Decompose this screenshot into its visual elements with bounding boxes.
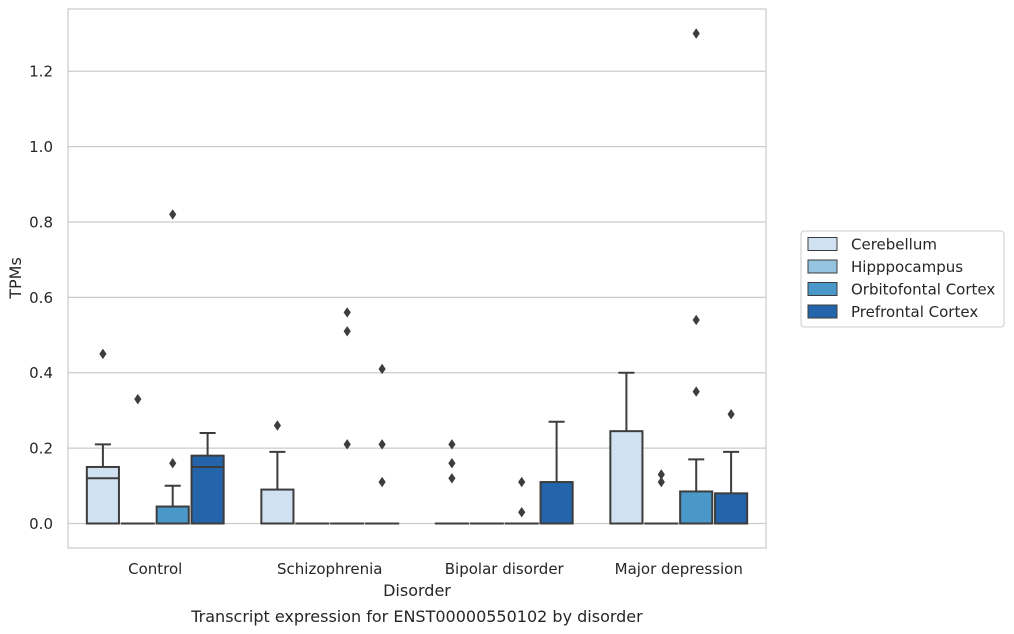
x-tick-label: Schizophrenia bbox=[277, 560, 382, 578]
box-body bbox=[260, 488, 295, 525]
outlier-point bbox=[378, 363, 386, 375]
outlier-point bbox=[343, 326, 351, 337]
box-0-3 bbox=[609, 371, 644, 525]
legend-label: Cerebellum bbox=[851, 236, 937, 254]
legend-swatch bbox=[807, 304, 838, 319]
outlier-point bbox=[343, 307, 351, 318]
y-tick-labels: 0.0 0.2 0.4 0.6 0.8 1.0 1.2 bbox=[29, 63, 53, 533]
box-0-2 bbox=[434, 439, 469, 525]
box-body bbox=[609, 430, 644, 525]
y-tick-label: 0.2 bbox=[29, 440, 53, 458]
y-tick-label: 0.6 bbox=[29, 289, 53, 307]
outlier-point bbox=[518, 506, 526, 518]
outlier-point bbox=[727, 408, 735, 420]
outlier-point bbox=[273, 420, 281, 431]
y-gridlines bbox=[68, 70, 766, 525]
box-3-1 bbox=[365, 363, 400, 525]
outlier-point bbox=[692, 28, 700, 39]
box-1-0 bbox=[120, 393, 155, 525]
legend-label: Orbitofontal Cortex bbox=[851, 281, 995, 299]
box-2-3 bbox=[679, 28, 714, 525]
x-axis-label: Disorder bbox=[383, 581, 451, 600]
outlier-point bbox=[169, 457, 177, 469]
box-body bbox=[714, 492, 749, 525]
y-axis-label: TPMs bbox=[6, 257, 25, 300]
legend-frame bbox=[800, 230, 1005, 328]
y-tick-label: 1.0 bbox=[29, 138, 53, 156]
outlier-point bbox=[448, 457, 456, 469]
x-tick-label: Control bbox=[128, 560, 182, 578]
outlier-point bbox=[134, 393, 142, 405]
legend-label: Prefrontal Cortex bbox=[851, 303, 978, 321]
box-elements bbox=[85, 28, 749, 525]
legend-swatch bbox=[807, 259, 838, 274]
outlier-point bbox=[692, 386, 700, 397]
x-tick-labels: Control Schizophrenia Bipolar disorder Majo… bbox=[128, 560, 743, 578]
box-3-3 bbox=[714, 408, 749, 525]
box-0-1 bbox=[260, 420, 295, 525]
outlier-point bbox=[518, 476, 526, 488]
box-3-2 bbox=[539, 420, 574, 525]
box-body bbox=[190, 454, 225, 525]
outlier-point bbox=[448, 473, 456, 484]
y-tick-label: 0.0 bbox=[29, 515, 53, 533]
x-tick-label: Bipolar disorder bbox=[445, 560, 565, 578]
box-2-0 bbox=[155, 209, 190, 525]
x-tick-label: Major depression bbox=[615, 560, 743, 578]
box-body bbox=[679, 490, 714, 525]
box-body bbox=[155, 505, 190, 525]
y-tick-label: 0.8 bbox=[29, 213, 53, 231]
legend-swatch bbox=[807, 237, 838, 251]
plot-frame bbox=[67, 8, 767, 549]
box-2-1 bbox=[330, 307, 365, 525]
outlier-point bbox=[99, 348, 107, 360]
outlier-point bbox=[378, 476, 386, 488]
outlier-point bbox=[378, 439, 386, 450]
box-2-2 bbox=[504, 476, 539, 525]
outlier-point bbox=[692, 314, 700, 326]
box-body bbox=[539, 481, 574, 525]
box-3-0 bbox=[190, 432, 225, 525]
outlier-point bbox=[343, 439, 351, 450]
box-body bbox=[85, 465, 120, 525]
box-0-0 bbox=[85, 348, 120, 525]
legend: Cerebellum Hipppocampus Orbitofontal Corte… bbox=[800, 230, 1005, 328]
chart-title: Transcript expression for ENST0000055010… bbox=[190, 607, 643, 626]
outlier-point bbox=[657, 469, 665, 480]
y-tick-label: 1.2 bbox=[29, 63, 53, 81]
box-1-3 bbox=[644, 469, 679, 525]
outlier-point bbox=[448, 439, 456, 450]
legend-swatch bbox=[807, 282, 838, 296]
legend-label: Hipppocampus bbox=[851, 258, 963, 276]
outlier-point bbox=[169, 209, 177, 220]
y-tick-label: 0.4 bbox=[29, 364, 53, 382]
outlier-point bbox=[657, 476, 665, 488]
